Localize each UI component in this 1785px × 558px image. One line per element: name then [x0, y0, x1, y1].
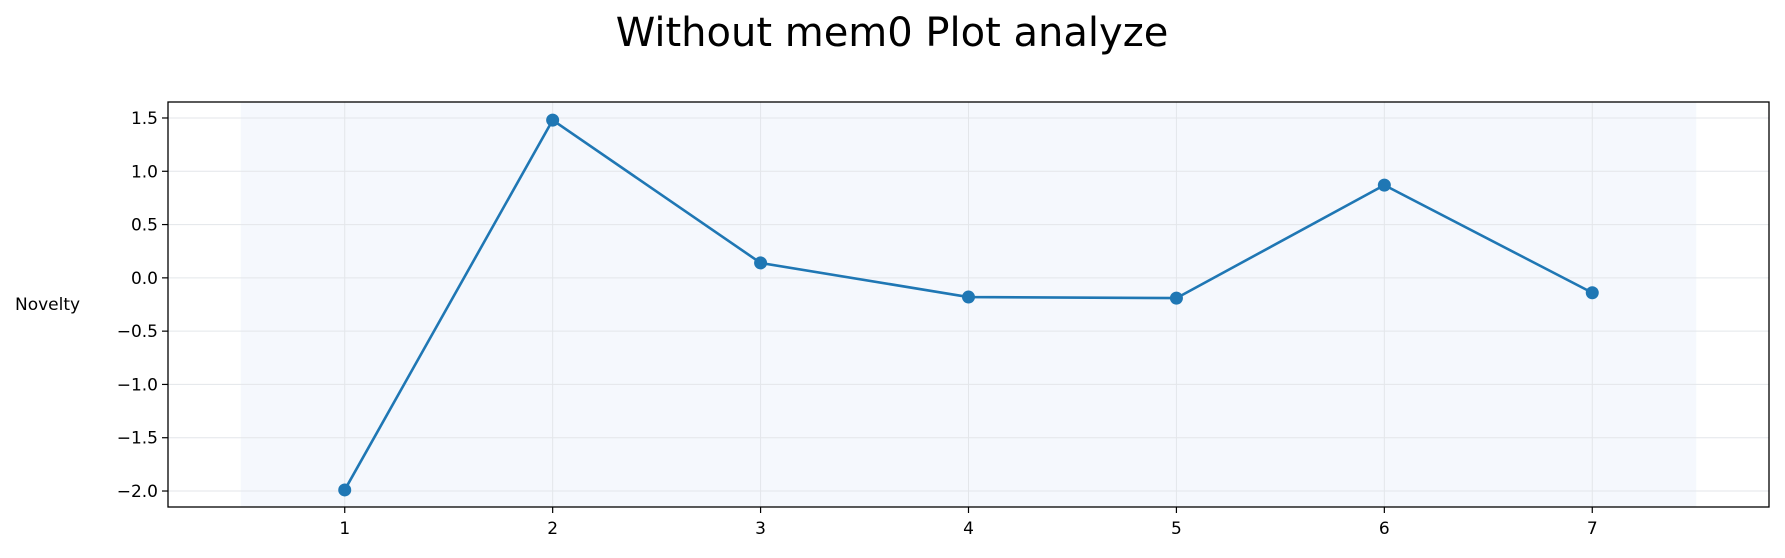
x-tick-label: 1: [339, 519, 350, 539]
plot-frame: [167, 101, 1770, 508]
data-points: [338, 113, 1599, 497]
x-tick-label: 3: [755, 519, 766, 539]
grid-lines: [168, 102, 1769, 507]
y-tick-label: 1.5: [131, 109, 158, 129]
y-tick-label: −1.0: [117, 375, 158, 395]
axis-ticks: 1 2 3 4 5 6 7 −2.0 −1.5 −1.0 −0.5 0.0 0.5 1.0 1.5: [117, 109, 1598, 539]
x-tick-label: 2: [547, 519, 558, 539]
y-tick-label: 1.0: [131, 162, 158, 182]
data-point: [1377, 178, 1391, 192]
data-point: [1169, 291, 1183, 305]
x-tick-label: 7: [1587, 519, 1598, 539]
data-point: [962, 290, 975, 304]
data-point: [1585, 286, 1599, 300]
chart-title: Without mem0 Plot analyze: [616, 10, 1169, 56]
data-point: [546, 113, 560, 127]
y-axis-label: Novelty: [15, 295, 80, 315]
y-tick-label: −2.0: [117, 482, 158, 502]
y-tick-label: 0.0: [131, 269, 158, 289]
x-tick-label: 4: [963, 519, 974, 539]
x-tick-label: 5: [1171, 519, 1182, 539]
y-tick-label: −1.5: [117, 429, 158, 449]
y-tick-label: −0.5: [117, 322, 158, 342]
data-point: [338, 483, 352, 497]
data-point: [754, 256, 768, 270]
y-tick-label: 0.5: [131, 216, 158, 236]
x-tick-label: 6: [1379, 519, 1390, 539]
